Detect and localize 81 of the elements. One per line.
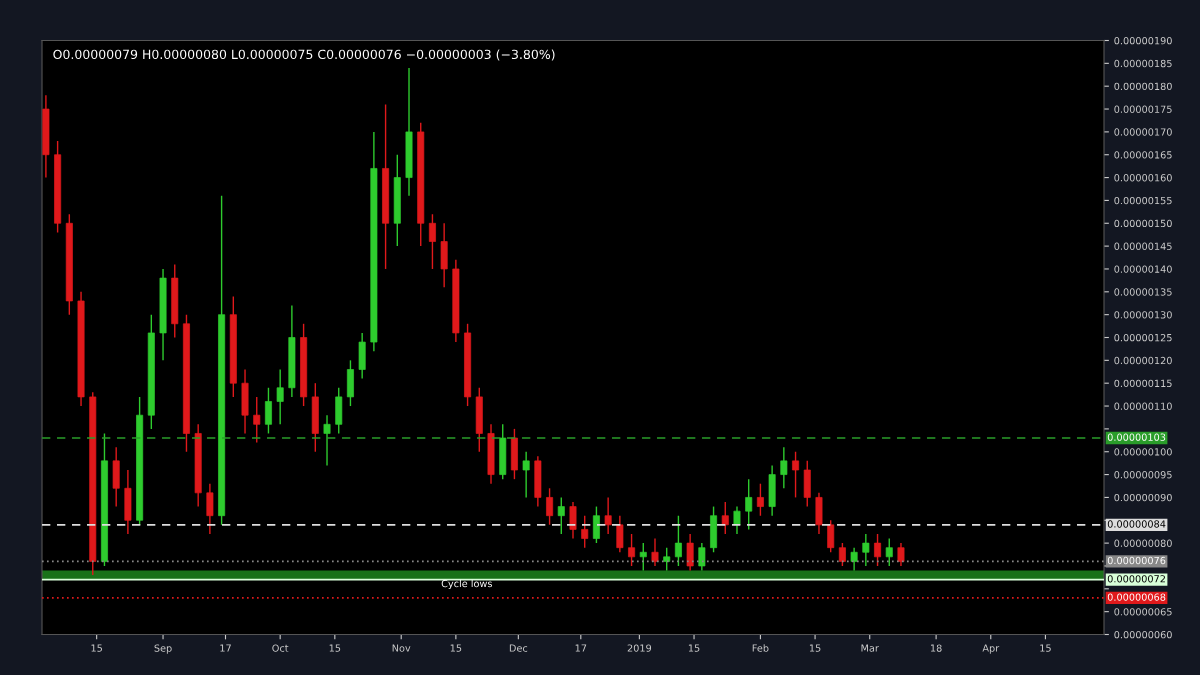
y-tick-label: 0.00000190 (1114, 36, 1172, 45)
candlestick (323, 414, 331, 467)
x-tick-label: 15 (329, 644, 341, 652)
x-tick-label: 15 (1040, 644, 1051, 652)
candlestick (698, 542, 706, 572)
x-tick-label: Apr (982, 644, 1000, 654)
candlestick (862, 533, 870, 567)
x-tick-label: 18 (930, 644, 942, 652)
candlestick (557, 496, 565, 535)
x-tick-label: 17 (575, 644, 587, 652)
candlestick (745, 478, 753, 531)
ref-line-label: 0.00000084 (1107, 520, 1166, 528)
y-tick-label: 0.00000140 (1114, 265, 1172, 273)
ref-line-label: 0.00000076 (1107, 556, 1166, 565)
y-tick-label: 0.00000160 (1114, 174, 1172, 182)
y-tick-label: 0.00000175 (1114, 105, 1172, 113)
candlestick (874, 533, 882, 567)
candlestick (885, 537, 893, 567)
candlestick (733, 505, 741, 535)
x-tick-label: Oct (272, 644, 289, 652)
candlestick (838, 542, 846, 567)
candlestick (897, 542, 905, 567)
y-tick-label: 0.00000165 (1114, 151, 1172, 159)
x-tick-label: 2019 (627, 644, 652, 652)
candlestick (581, 515, 589, 549)
x-tick-label: Sep (154, 644, 172, 654)
x-tick-label: 17 (220, 644, 231, 652)
y-tick-label: 0.00000115 (1114, 379, 1172, 388)
x-tick-label: Nov (392, 644, 411, 652)
y-tick-label: 0.00000170 (1114, 128, 1172, 136)
x-tick-label: 15 (688, 644, 700, 652)
candlestick (428, 213, 436, 270)
y-tick-label: 0.00000065 (1114, 608, 1172, 616)
y-tick-label: 0.00000145 (1114, 242, 1172, 250)
y-tick-label: 0.00000150 (1114, 219, 1172, 228)
y-tick-label: 0.00000110 (1114, 402, 1172, 410)
candlestick (850, 546, 858, 572)
candlestick (546, 487, 554, 526)
candlestick (604, 496, 612, 535)
y-tick-label: 0.00000080 (1114, 539, 1172, 547)
candlestick (276, 368, 284, 426)
y-tick-label: 0.00000130 (1114, 311, 1172, 319)
candlestick (756, 483, 764, 517)
y-tick-label: 0.00000180 (1114, 82, 1172, 91)
candlestick (780, 446, 788, 489)
candlestick (674, 515, 682, 567)
ref-line-label: 0.00000103 (1107, 433, 1166, 441)
x-tick-label: Dec (509, 644, 528, 652)
candlestick (592, 505, 600, 544)
candlestick (686, 533, 694, 572)
candlestick (206, 483, 214, 535)
x-tick-label: 15 (91, 644, 102, 652)
candlestick (253, 396, 261, 444)
candlestick (628, 533, 636, 567)
x-tick-label: 15 (450, 644, 462, 652)
y-tick-label: 0.00000095 (1114, 471, 1172, 479)
y-tick-label: 0.00000185 (1114, 59, 1172, 68)
candlestick (569, 501, 577, 540)
ref-line-label: 0.00000068 (1107, 593, 1166, 601)
y-tick-label: 0.00000135 (1114, 288, 1172, 296)
candlestick (792, 451, 800, 499)
y-tick-label: 0.00000125 (1114, 333, 1172, 342)
band-label: Cycle lows (441, 579, 492, 590)
x-tick-label: 15 (809, 644, 821, 652)
x-tick-label: Feb (752, 644, 769, 652)
y-tick-label: 0.00000100 (1114, 448, 1172, 456)
candlestick (522, 451, 530, 499)
y-tick-label: 0.00000090 (1114, 493, 1172, 502)
y-tick-label: 0.00000060 (1114, 630, 1172, 639)
candlestick (639, 542, 647, 572)
y-tick-label: 0.00000155 (1114, 196, 1172, 205)
candlestick (663, 546, 671, 572)
candlestick (264, 387, 272, 435)
y-tick-label: 0.00000120 (1114, 356, 1172, 365)
ref-line-label: 0.00000072 (1107, 575, 1165, 583)
candlestick (651, 537, 659, 567)
candlestick (721, 501, 729, 535)
candlestick (616, 515, 624, 553)
annotation: O0.00000079 H0.00000080 L0.00000075 C0.00000076 −0.00000003 (−3.80%) (53, 49, 555, 61)
candlestick (827, 519, 835, 553)
x-tick-label: Mar (861, 644, 879, 652)
